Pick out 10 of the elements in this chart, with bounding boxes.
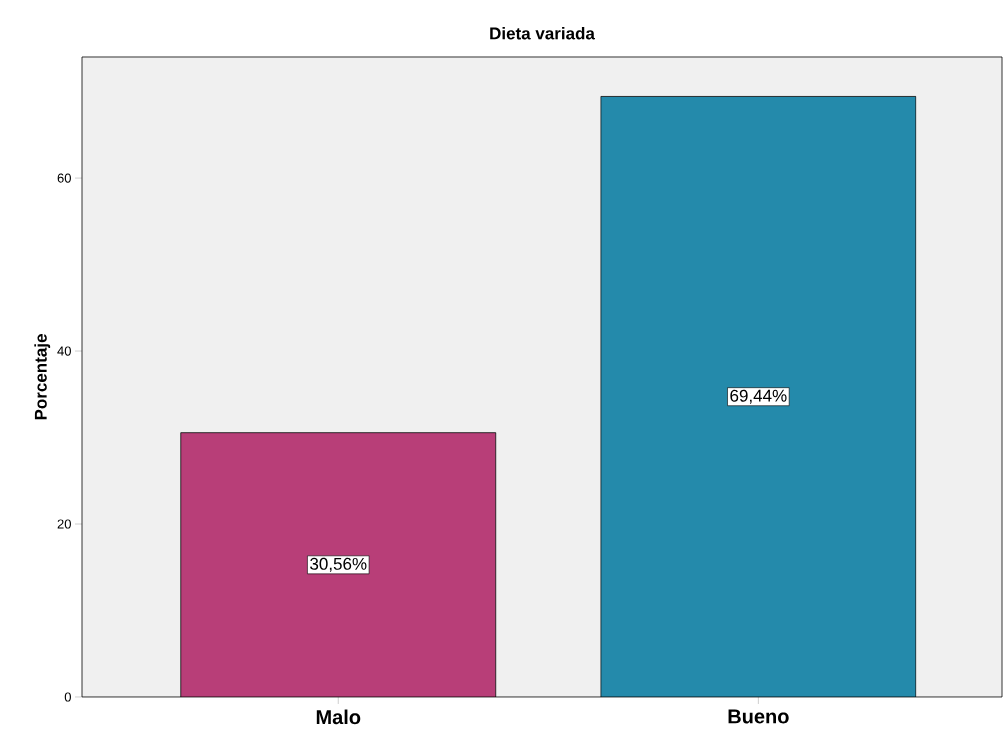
x-tick-label: Bueno <box>728 709 789 724</box>
data-label: 69,44% <box>730 389 787 404</box>
chart-title: Dieta variada <box>490 26 596 40</box>
y-tick-label: 0 <box>64 692 71 702</box>
y-tick-label: 20 <box>57 519 71 529</box>
x-tick-label: Malo <box>316 709 361 725</box>
y-tick-label: 60 <box>57 173 71 183</box>
y-tick-label: 40 <box>57 346 71 356</box>
y-axis-title: Porcentaje <box>34 334 51 420</box>
data-label: 30,56% <box>310 557 367 572</box>
